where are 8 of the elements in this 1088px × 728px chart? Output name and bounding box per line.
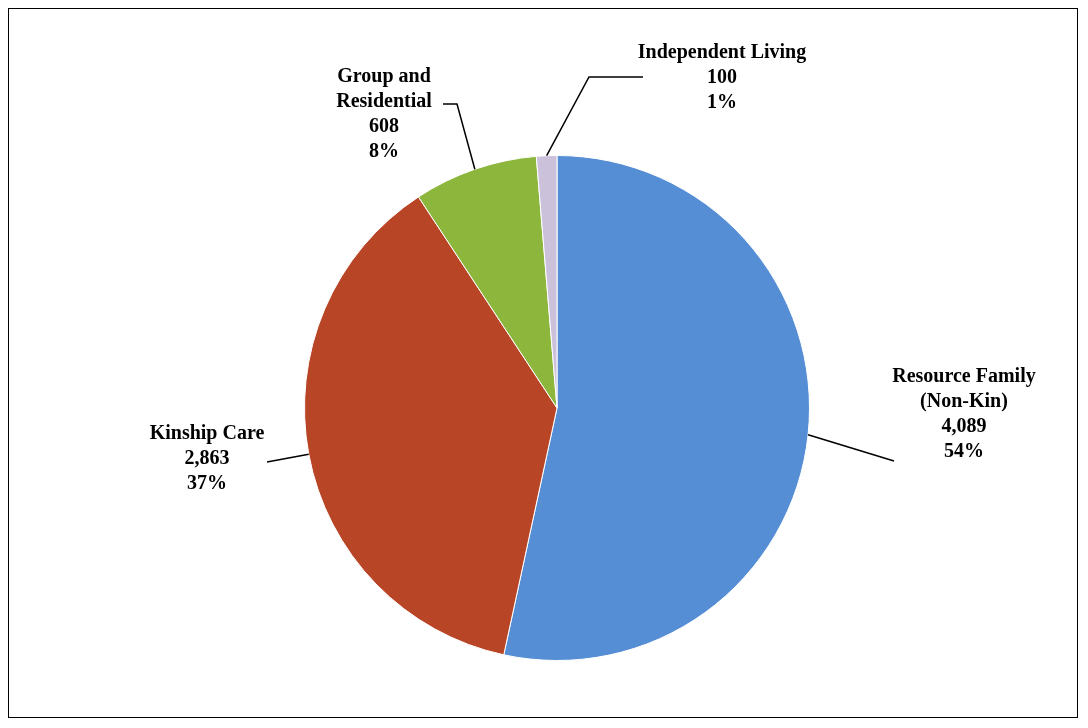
data-label: 100 1% — [707, 65, 737, 113]
slice-label: Independent Living — [637, 40, 807, 64]
data-label: 608 8% — [369, 114, 399, 162]
data-label: 4,089 54% — [941, 414, 987, 462]
slice-label: Resource Family (Non-Kin) — [892, 364, 1036, 413]
data-label: 2,863 37% — [184, 446, 230, 494]
slice-label: Kinship Care — [149, 421, 265, 445]
slice-label: Group and Residential — [336, 64, 433, 112]
